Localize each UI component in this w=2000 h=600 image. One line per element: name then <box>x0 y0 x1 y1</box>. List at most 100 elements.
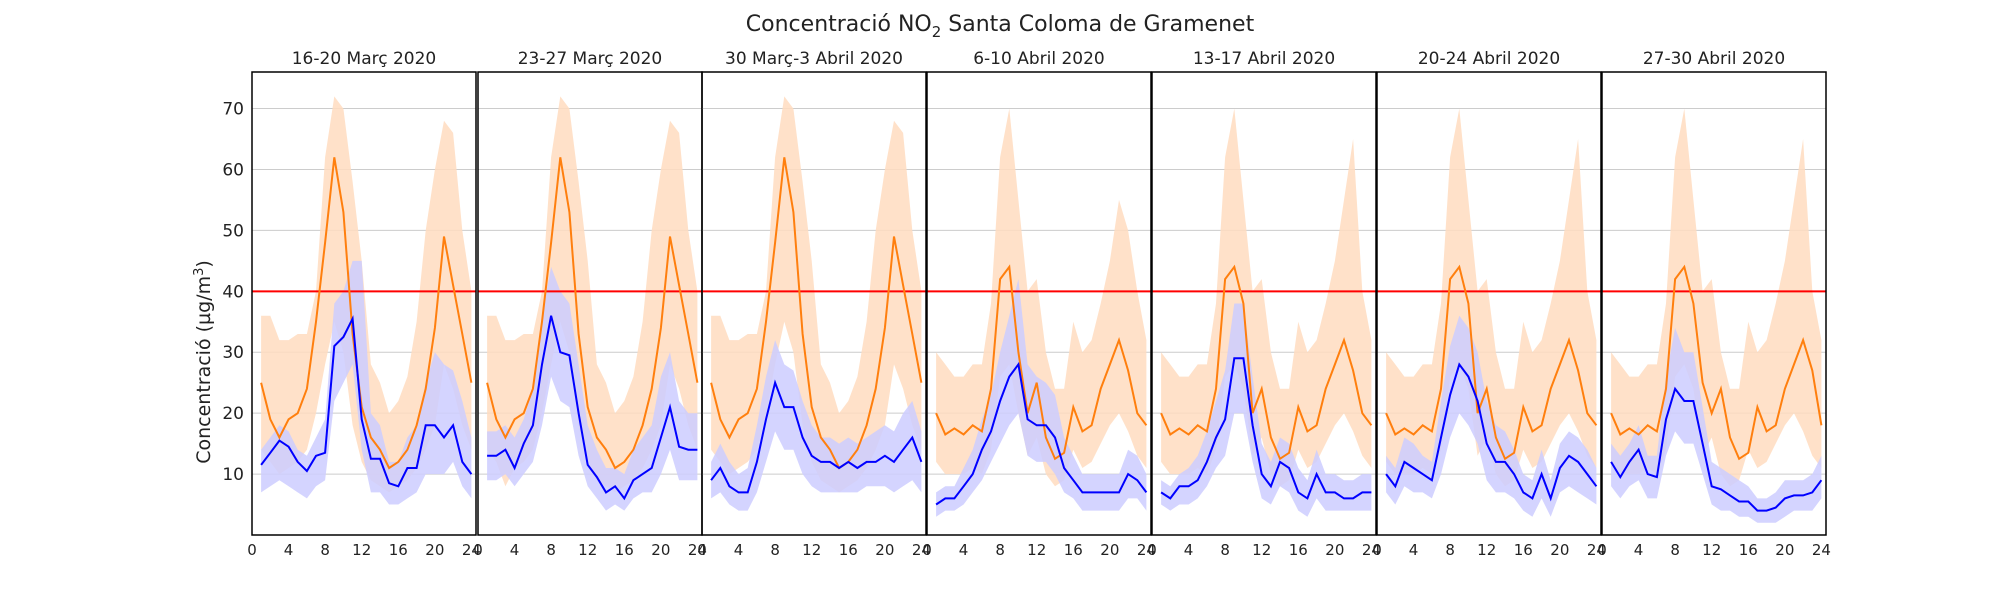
y-tick-label: 20 <box>222 404 244 424</box>
x-tick-label: 24 <box>462 541 481 559</box>
panel: 16-20 Març 2020 0 4 8 12 16 20 24 10 20 30 40 50 60 70 <box>222 49 481 559</box>
orange-band <box>1386 108 1597 487</box>
x-tick-label: 8 <box>1670 541 1680 559</box>
chart-title: Concentració NO2 Santa Coloma de Gramene… <box>746 12 1255 41</box>
blue-band <box>711 340 922 511</box>
x-tick-label: 20 <box>651 541 670 559</box>
orange-series-line <box>710 157 923 470</box>
x-tick-label: 16 <box>839 541 858 559</box>
panel-title: 16-20 Març 2020 <box>292 49 437 69</box>
orange-series-line <box>1160 264 1373 461</box>
panel: 23-27 Març 2020 0 4 8 12 16 20 24 <box>473 49 707 559</box>
x-tick-label: 24 <box>1137 541 1156 559</box>
y-tick-label: 60 <box>222 160 244 180</box>
x-tick-label: 8 <box>546 541 556 559</box>
panel-title: 23-27 Març 2020 <box>518 49 663 69</box>
x-tick-label: 12 <box>1252 541 1271 559</box>
blue-series-line <box>260 315 473 488</box>
x-tick-label: 12 <box>578 541 597 559</box>
x-tick-label: 0 <box>697 541 707 559</box>
y-tick-label: 10 <box>222 465 244 485</box>
y-tick-label: 70 <box>222 100 244 120</box>
x-tick-label: 16 <box>1739 541 1758 559</box>
panel-frame <box>701 71 927 536</box>
blue-series-line <box>1385 362 1598 502</box>
blue-band <box>1611 327 1822 523</box>
plot-area <box>252 96 476 505</box>
x-tick-label: 12 <box>1477 541 1496 559</box>
x-tick-label: 16 <box>389 541 408 559</box>
x-tick-label: 12 <box>1702 541 1721 559</box>
blue-band <box>1161 303 1372 517</box>
x-tick-label: 4 <box>1184 541 1194 559</box>
panel: 20-24 Abril 2020 0 4 8 12 16 20 24 <box>1372 49 1606 559</box>
x-tick-label: 0 <box>1372 541 1382 559</box>
panel: 6-10 Abril 2020 0 4 8 12 16 20 24 <box>922 49 1156 559</box>
y-tick-label: 40 <box>222 282 244 302</box>
x-tick-label: 24 <box>1812 541 1831 559</box>
panel-frame <box>1151 71 1377 536</box>
plot-area <box>478 96 702 511</box>
x-tick-label: 20 <box>425 541 444 559</box>
plot-area <box>702 96 926 511</box>
blue-series-line <box>935 361 1148 506</box>
x-tick-label: 16 <box>1514 541 1533 559</box>
plot-area <box>1602 108 1826 523</box>
plot-area <box>1377 108 1601 517</box>
orange-band <box>936 108 1147 487</box>
x-tick-label: 12 <box>352 541 371 559</box>
x-tick-label: 16 <box>615 541 634 559</box>
x-tick-label: 4 <box>1409 541 1419 559</box>
orange-band <box>1611 108 1822 487</box>
plot-area <box>1152 108 1376 517</box>
x-tick-label: 12 <box>1027 541 1046 559</box>
x-tick-label: 16 <box>1289 541 1308 559</box>
x-tick-label: 20 <box>875 541 894 559</box>
x-tick-label: 4 <box>1634 541 1644 559</box>
panel-frame <box>926 71 1152 536</box>
orange-series-line <box>260 157 473 470</box>
x-tick-label: 8 <box>995 541 1005 559</box>
x-tick-label: 8 <box>1445 541 1455 559</box>
panel-title: 20-24 Abril 2020 <box>1418 49 1560 69</box>
orange-band <box>1161 108 1372 487</box>
x-tick-label: 4 <box>734 541 744 559</box>
x-tick-label: 8 <box>320 541 330 559</box>
panel-title: 30 Març-3 Abril 2020 <box>725 49 903 69</box>
panel-title: 13-17 Abril 2020 <box>1193 49 1335 69</box>
x-tick-label: 20 <box>1775 541 1794 559</box>
panel-title: 6-10 Abril 2020 <box>973 49 1105 69</box>
panel: 27-30 Abril 2020 0 4 8 12 16 20 24 <box>1597 49 1831 559</box>
blue-band <box>261 260 472 505</box>
x-tick-label: 20 <box>1100 541 1119 559</box>
x-tick-label: 0 <box>1147 541 1157 559</box>
x-tick-label: 24 <box>912 541 931 559</box>
y-tick-label: 30 <box>222 343 244 363</box>
blue-series-line <box>1160 357 1372 500</box>
panel-title: 27-30 Abril 2020 <box>1643 49 1785 69</box>
blue-series-line <box>710 379 923 494</box>
panel-frame <box>1601 71 1827 536</box>
blue-band <box>487 266 698 511</box>
x-tick-label: 0 <box>247 541 257 559</box>
x-tick-label: 24 <box>688 541 707 559</box>
x-tick-label: 0 <box>922 541 932 559</box>
plot-area <box>927 108 1151 517</box>
blue-band <box>936 279 1147 517</box>
x-tick-label: 0 <box>1597 541 1607 559</box>
x-tick-label: 20 <box>1325 541 1344 559</box>
orange-band <box>261 96 472 493</box>
x-tick-label: 24 <box>1587 541 1606 559</box>
x-tick-label: 4 <box>959 541 969 559</box>
x-tick-label: 4 <box>510 541 520 559</box>
x-tick-label: 12 <box>802 541 821 559</box>
panel-frame <box>1376 71 1602 536</box>
panel-frame <box>251 71 477 536</box>
x-tick-label: 4 <box>284 541 294 559</box>
orange-series-line <box>935 264 1148 461</box>
orange-series-line <box>486 157 699 470</box>
blue-series-line <box>487 315 698 501</box>
x-tick-label: 16 <box>1064 541 1083 559</box>
blue-series-line <box>1610 386 1823 512</box>
